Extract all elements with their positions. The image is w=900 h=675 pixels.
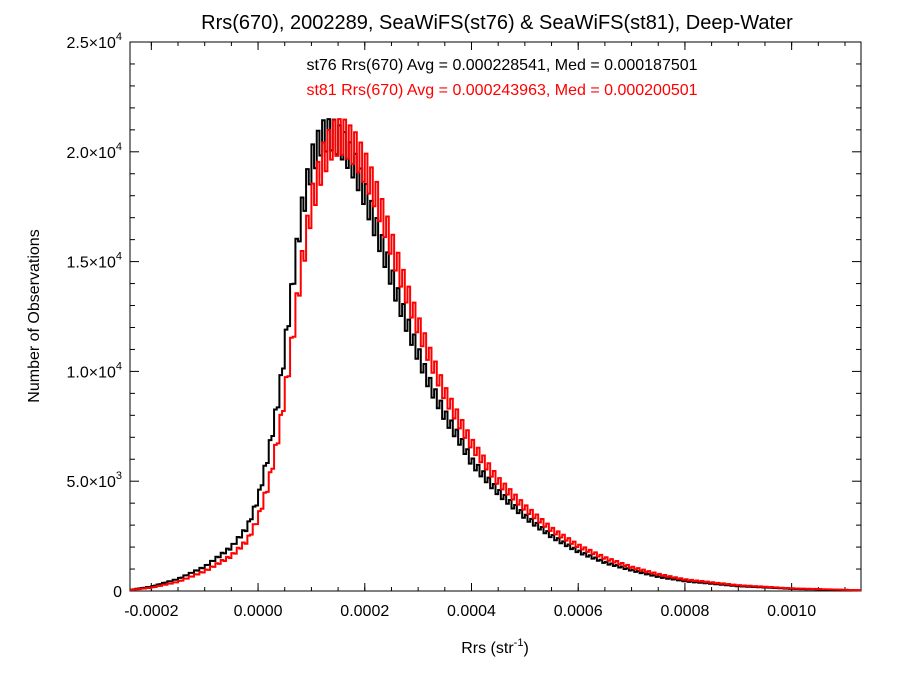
histogram-series-st76 xyxy=(130,118,861,592)
x-tick-label: -0.0002 xyxy=(124,603,178,620)
y-tick-label: 2.5×104 xyxy=(66,31,122,52)
x-tick-label: 0.0004 xyxy=(447,603,496,620)
x-axis-label-sup: -1 xyxy=(514,637,524,649)
x-axis-ticks: -0.0002 0.0000 0.0002 0.0004 0.0006 0.0008 0.0… xyxy=(124,42,846,620)
x-axis-label: Rrs (str-1) xyxy=(461,637,529,657)
y-tick-label: 0 xyxy=(113,584,122,601)
y-tick-label: 2.0×104 xyxy=(66,141,122,162)
y-tick-label: 5.0×103 xyxy=(66,470,122,491)
y-axis-ticks: 0 5.0×103 1.0×104 1.5×104 2.0×104 2.5×104 xyxy=(66,31,861,601)
x-axis-label-main: Rrs (str xyxy=(461,640,514,657)
x-axis-label-close: ) xyxy=(523,640,528,657)
x-tick-label: 0.0008 xyxy=(660,603,709,620)
x-tick-label: 0.0000 xyxy=(234,603,283,620)
x-tick-label: 0.0002 xyxy=(340,603,389,620)
y-tick-label: 1.5×104 xyxy=(66,251,122,272)
series-layer xyxy=(130,118,861,592)
annotation-st81: st81 Rrs(670) Avg = 0.000243963, Med = 0… xyxy=(306,82,697,99)
chart-title: Rrs(670), 2002289, SeaWiFS(st76) & SeaWi… xyxy=(201,12,793,34)
annotation-st76: st76 Rrs(670) Avg = 0.000228541, Med = 0… xyxy=(306,57,697,74)
histogram-series-st81 xyxy=(130,118,861,592)
plot-area xyxy=(129,41,862,592)
x-tick-label: 0.0006 xyxy=(554,603,603,620)
y-tick-label: 1.0×104 xyxy=(66,360,122,381)
x-tick-label: 0.0010 xyxy=(767,603,816,620)
y-axis-label: Number of Observations xyxy=(26,229,43,402)
